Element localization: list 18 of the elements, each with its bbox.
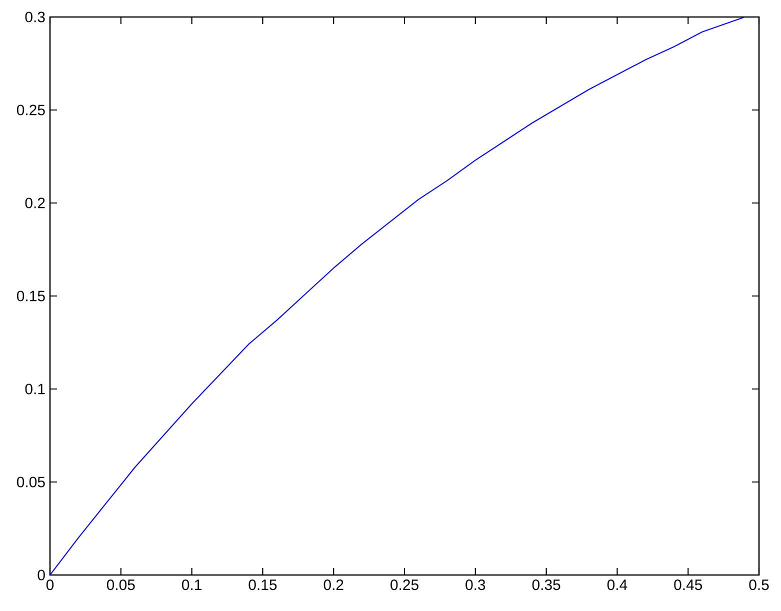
x-tick-label: 0.05 <box>106 580 135 590</box>
x-tick-label: 0.5 <box>749 580 769 590</box>
y-tick-label: 0.15 <box>16 290 45 302</box>
x-tick-label: 0.15 <box>248 580 277 590</box>
y-tick-label: 0.25 <box>16 104 45 116</box>
x-tick-label: 0.25 <box>390 580 418 590</box>
x-tick-label: 0.35 <box>532 580 560 590</box>
y-tick-label: 0.3 <box>25 12 45 22</box>
y-tick-label: 0.2 <box>25 198 45 208</box>
x-tick-label: 0 <box>46 580 54 590</box>
x-tick-label: 0.3 <box>466 580 486 590</box>
y-tick-label: 0.1 <box>25 384 45 394</box>
y-tick-label: 0.05 <box>16 476 45 488</box>
x-tick-label: 0.45 <box>674 580 702 590</box>
x-tick-label: 0.4 <box>607 580 628 590</box>
y-tick-label: 0 <box>38 570 45 580</box>
x-tick-label: 0.1 <box>182 580 202 590</box>
x-tick-label: 0.2 <box>324 580 344 590</box>
